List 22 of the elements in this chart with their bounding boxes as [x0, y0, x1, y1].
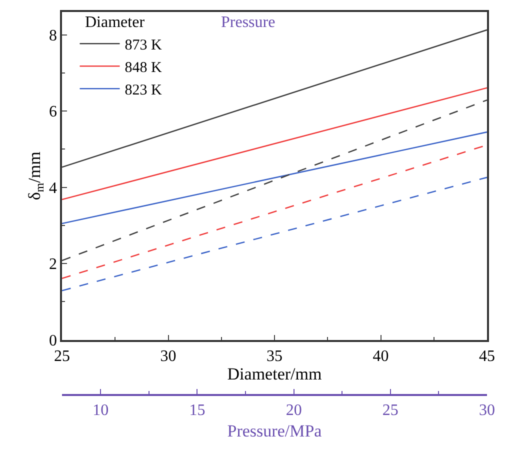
x2-tick-label: 30	[479, 402, 495, 419]
legend-label: 823 K	[124, 82, 162, 98]
legend-label: 873 K	[124, 38, 162, 54]
y-tick-label: 6	[49, 104, 58, 121]
x-tick-label: 45	[479, 348, 495, 365]
x-tick-label: 25	[54, 348, 70, 365]
x-axis-title: Diameter/mm	[227, 364, 322, 384]
x-tick-label: 30	[160, 348, 176, 365]
x-tick-label: 35	[266, 348, 282, 365]
x2-tick-label: 25	[382, 402, 398, 419]
y-tick-label: 2	[49, 256, 58, 274]
y-tick-label: 8	[49, 27, 58, 44]
annotation: Pressure	[221, 14, 276, 31]
annotation: Diameter	[85, 14, 146, 31]
y-tick-label: 4	[49, 180, 58, 197]
x2-tick-label: 20	[286, 402, 302, 419]
y-tick-label: 0	[49, 332, 58, 350]
x2-tick-label: 10	[92, 402, 109, 419]
x2-axis-title: Pressure/MPa	[227, 422, 322, 441]
x2-tick-label: 15	[189, 402, 206, 419]
x-tick-label: 40	[372, 348, 389, 365]
legend-label: 848 K	[124, 60, 162, 76]
